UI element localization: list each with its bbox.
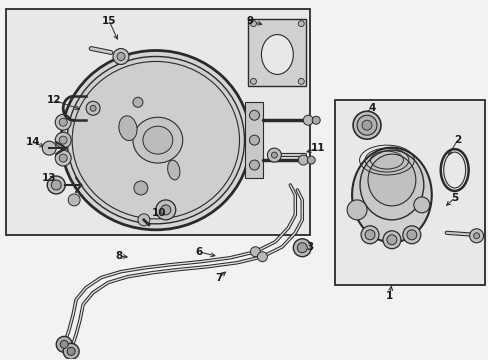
Ellipse shape xyxy=(351,148,431,242)
Ellipse shape xyxy=(142,126,172,154)
Circle shape xyxy=(361,120,371,130)
Circle shape xyxy=(42,141,56,155)
Circle shape xyxy=(55,150,71,166)
Circle shape xyxy=(352,111,380,139)
Circle shape xyxy=(59,154,67,162)
Text: 3: 3 xyxy=(306,242,313,252)
Text: 12: 12 xyxy=(47,95,61,105)
Ellipse shape xyxy=(261,35,293,75)
Circle shape xyxy=(298,155,307,165)
Circle shape xyxy=(55,132,71,148)
Circle shape xyxy=(364,230,374,240)
Circle shape xyxy=(47,176,65,194)
Ellipse shape xyxy=(133,117,183,163)
Circle shape xyxy=(249,135,259,145)
Text: 5: 5 xyxy=(450,193,457,203)
Circle shape xyxy=(113,49,129,64)
Circle shape xyxy=(382,231,400,249)
Text: 9: 9 xyxy=(246,15,254,26)
Text: 1: 1 xyxy=(386,291,393,301)
Circle shape xyxy=(134,181,147,195)
Circle shape xyxy=(67,347,75,355)
Circle shape xyxy=(306,156,315,164)
Circle shape xyxy=(51,180,61,190)
Text: 8: 8 xyxy=(115,251,122,261)
Circle shape xyxy=(386,235,396,245)
Circle shape xyxy=(133,97,142,107)
Circle shape xyxy=(267,148,281,162)
Text: 4: 4 xyxy=(367,103,375,113)
Bar xyxy=(248,19,305,86)
Text: 10: 10 xyxy=(151,208,166,218)
Ellipse shape xyxy=(359,150,423,220)
Ellipse shape xyxy=(61,50,250,230)
Text: 13: 13 xyxy=(42,173,57,183)
Circle shape xyxy=(250,247,260,257)
Circle shape xyxy=(356,115,376,135)
Circle shape xyxy=(59,118,67,126)
Circle shape xyxy=(360,226,378,244)
Circle shape xyxy=(161,205,170,215)
Circle shape xyxy=(63,343,79,359)
Text: 11: 11 xyxy=(310,143,325,153)
Circle shape xyxy=(68,194,80,206)
Circle shape xyxy=(402,226,420,244)
Circle shape xyxy=(298,78,304,84)
Circle shape xyxy=(297,243,306,253)
Circle shape xyxy=(346,200,366,220)
Circle shape xyxy=(138,214,149,226)
Circle shape xyxy=(249,160,259,170)
Circle shape xyxy=(250,78,256,84)
Circle shape xyxy=(271,152,277,158)
Circle shape xyxy=(156,200,175,220)
Circle shape xyxy=(59,136,67,144)
Ellipse shape xyxy=(67,57,244,224)
Ellipse shape xyxy=(367,154,415,206)
Circle shape xyxy=(298,21,304,27)
Circle shape xyxy=(86,101,100,115)
Bar xyxy=(334,100,484,285)
Circle shape xyxy=(312,116,320,124)
Ellipse shape xyxy=(167,160,180,180)
Circle shape xyxy=(117,53,125,60)
Text: 2: 2 xyxy=(453,135,460,145)
Circle shape xyxy=(55,114,71,130)
Bar xyxy=(6,9,309,235)
Circle shape xyxy=(90,105,96,111)
Circle shape xyxy=(249,110,259,120)
Circle shape xyxy=(303,115,313,125)
Circle shape xyxy=(257,252,267,262)
Circle shape xyxy=(413,197,429,213)
Circle shape xyxy=(473,233,479,239)
Circle shape xyxy=(293,239,310,257)
Circle shape xyxy=(468,229,483,243)
Circle shape xyxy=(250,21,256,27)
Text: 15: 15 xyxy=(102,15,116,26)
Circle shape xyxy=(60,340,68,348)
Circle shape xyxy=(406,230,416,240)
Text: 14: 14 xyxy=(26,137,41,147)
Text: 7: 7 xyxy=(214,273,222,283)
Text: 6: 6 xyxy=(195,247,202,257)
Bar xyxy=(245,102,263,178)
Ellipse shape xyxy=(119,116,137,140)
Circle shape xyxy=(56,336,72,352)
Ellipse shape xyxy=(72,62,239,219)
